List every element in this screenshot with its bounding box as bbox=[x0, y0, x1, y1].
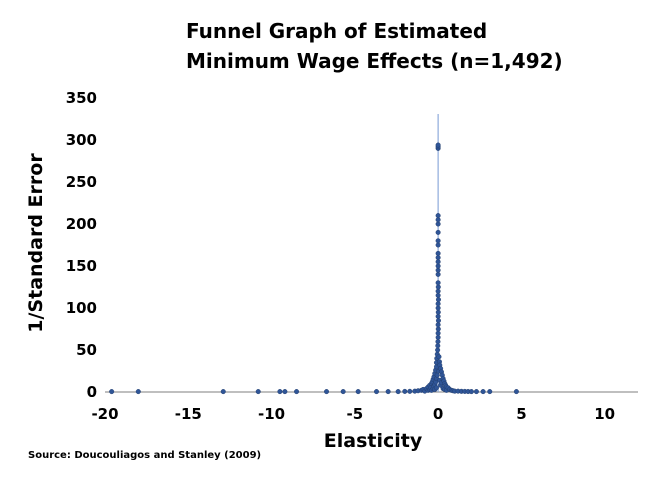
data-point bbox=[435, 334, 441, 340]
data-point bbox=[435, 288, 441, 294]
data-points bbox=[109, 142, 519, 395]
data-point bbox=[220, 389, 226, 395]
data-point bbox=[435, 263, 441, 269]
data-point bbox=[109, 389, 115, 395]
x-tick-label: -10 bbox=[258, 405, 285, 423]
data-point bbox=[435, 259, 441, 265]
chart-title-line-1: Funnel Graph of Estimated bbox=[186, 19, 487, 43]
data-point bbox=[468, 389, 474, 395]
data-point bbox=[436, 354, 442, 360]
data-point bbox=[435, 229, 441, 235]
y-tick-label: 0 bbox=[87, 383, 97, 401]
x-tick-label: 0 bbox=[433, 405, 443, 423]
data-point bbox=[402, 388, 408, 394]
data-point bbox=[135, 389, 141, 395]
y-tick-label: 50 bbox=[76, 341, 97, 359]
x-axis-title: Elasticity bbox=[324, 430, 423, 452]
data-point bbox=[340, 389, 346, 395]
data-point bbox=[374, 389, 380, 395]
x-tick-label: -15 bbox=[175, 405, 202, 423]
data-point bbox=[435, 284, 441, 290]
x-tick-label: -20 bbox=[91, 405, 118, 423]
data-point bbox=[435, 326, 441, 332]
x-tick-label: 5 bbox=[516, 405, 526, 423]
data-point bbox=[435, 322, 441, 328]
y-tick-label: 200 bbox=[66, 215, 97, 233]
data-point bbox=[487, 389, 493, 395]
data-point bbox=[473, 389, 479, 395]
data-point bbox=[277, 389, 283, 395]
data-point bbox=[355, 389, 361, 395]
data-point bbox=[435, 339, 441, 345]
data-point bbox=[435, 347, 441, 353]
x-tick-label: -5 bbox=[347, 405, 364, 423]
data-point bbox=[434, 372, 440, 378]
y-axis-tick-labels: 0 50 100 150 200 250 300 350 bbox=[66, 89, 97, 401]
y-tick-label: 150 bbox=[66, 257, 97, 275]
y-tick-label: 350 bbox=[66, 89, 97, 107]
data-point bbox=[435, 217, 441, 223]
data-point bbox=[435, 301, 441, 307]
data-point bbox=[480, 389, 486, 395]
data-point bbox=[435, 142, 441, 148]
data-point bbox=[255, 389, 261, 395]
source-note: Source: Doucouliagos and Stanley (2009) bbox=[28, 450, 261, 461]
data-point bbox=[435, 318, 441, 324]
data-point bbox=[435, 292, 441, 298]
x-tick-label: 10 bbox=[594, 405, 615, 423]
data-point bbox=[435, 255, 441, 261]
data-point bbox=[435, 250, 441, 256]
data-point bbox=[385, 389, 391, 395]
data-point bbox=[435, 213, 441, 219]
y-axis-title: 1/Standard Error bbox=[25, 153, 47, 333]
data-point bbox=[435, 330, 441, 336]
data-point bbox=[395, 389, 401, 395]
x-axis-tick-labels: -20 -15 -10 -5 0 5 10 bbox=[91, 405, 615, 423]
data-point bbox=[435, 267, 441, 273]
y-tick-label: 250 bbox=[66, 173, 97, 191]
data-point bbox=[513, 389, 519, 395]
data-point bbox=[435, 309, 441, 315]
data-point bbox=[294, 389, 300, 395]
data-point bbox=[435, 271, 441, 277]
data-point bbox=[435, 280, 441, 286]
data-point bbox=[435, 238, 441, 244]
data-point bbox=[407, 388, 413, 394]
data-point bbox=[282, 389, 288, 395]
data-point bbox=[435, 221, 441, 227]
chart-title: Funnel Graph of Estimated Minimum Wage E… bbox=[186, 19, 563, 73]
axes bbox=[105, 114, 638, 393]
data-point bbox=[435, 242, 441, 248]
data-point bbox=[435, 305, 441, 311]
y-tick-label: 100 bbox=[66, 299, 97, 317]
data-point bbox=[324, 389, 330, 395]
data-point bbox=[435, 343, 441, 349]
data-point bbox=[435, 313, 441, 319]
chart-title-line-2: Minimum Wage Effects (n=1,492) bbox=[186, 49, 563, 73]
data-point bbox=[433, 385, 439, 391]
y-tick-label: 300 bbox=[66, 131, 97, 149]
data-point bbox=[435, 297, 441, 303]
